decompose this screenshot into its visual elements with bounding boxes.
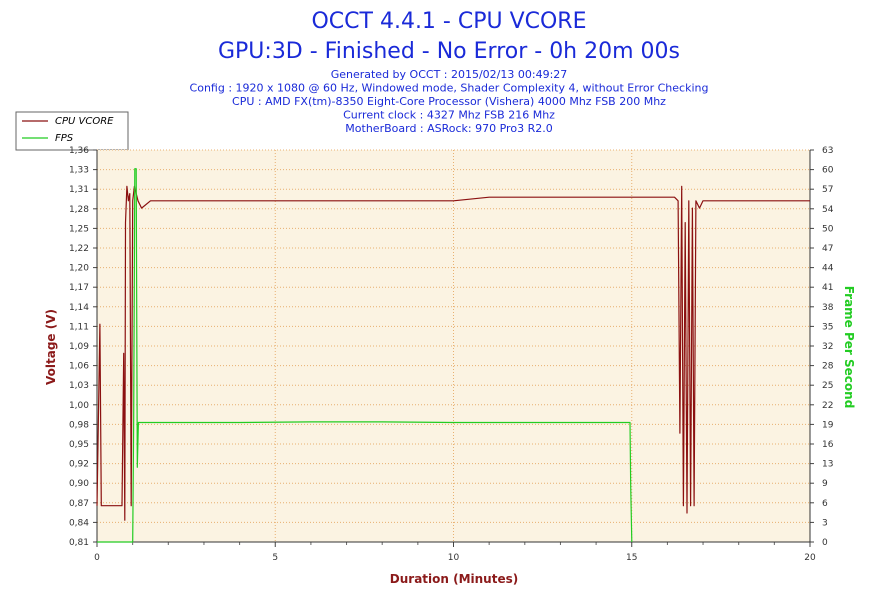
y-tick-label: 1,14 xyxy=(69,303,89,313)
y-tick-label: 1,06 xyxy=(69,362,89,372)
y2-tick-label: 41 xyxy=(822,283,833,293)
y2-tick-label: 9 xyxy=(822,479,828,489)
y2-tick-label: 60 xyxy=(822,166,834,176)
y-tick-label: 0,95 xyxy=(69,440,89,450)
y-tick-label: 1,17 xyxy=(69,283,89,293)
y-tick-label: 1,03 xyxy=(69,381,89,391)
y-tick-label: 0,92 xyxy=(69,460,89,470)
y-tick-label: 1,09 xyxy=(69,342,89,352)
info-line: CPU : AMD FX(tm)-8350 Eight-Core Process… xyxy=(232,95,666,108)
y-tick-label: 1,31 xyxy=(69,185,89,195)
chart-title-line1: OCCT 4.4.1 - CPU VCORE xyxy=(311,9,586,34)
legend-label-fps: FPS xyxy=(55,133,74,144)
y-tick-label: 1,28 xyxy=(69,205,89,215)
y2-tick-label: 16 xyxy=(822,440,834,450)
y-tick-label: 1,36 xyxy=(69,146,89,156)
y2-tick-label: 35 xyxy=(822,322,833,332)
y-tick-label: 0,90 xyxy=(69,479,89,489)
x-tick-label: 0 xyxy=(94,553,100,563)
plot-layer: 0,81 0 0,84 3 0,87 6 0,90 9 0,92 13 0,95 16 0,98 19 1,… xyxy=(69,146,834,563)
info-line: Current clock : 4327 Mhz FSB 216 Mhz xyxy=(343,109,555,122)
y-tick-label: 1,00 xyxy=(69,401,89,411)
y-tick-label: 0,84 xyxy=(69,518,89,528)
legend-label-vcore: CPU VCORE xyxy=(55,116,114,127)
info-line: MotherBoard : ASRock: 970 Pro3 R2.0 xyxy=(345,122,552,135)
y-tick-label: 0,98 xyxy=(69,420,89,430)
info-line: Config : 1920 x 1080 @ 60 Hz, Windowed m… xyxy=(190,82,709,95)
series-line-fps xyxy=(97,168,633,543)
x-tick-label: 15 xyxy=(626,553,637,563)
y-tick-label: 1,25 xyxy=(69,224,89,234)
info-lines: Generated by OCCT : 2015/02/13 00:49:27C… xyxy=(190,68,709,135)
y2-tick-label: 3 xyxy=(822,518,828,528)
x-tick-label: 5 xyxy=(272,553,278,563)
y-tick-label: 1,22 xyxy=(69,244,89,254)
chart-title-line2: GPU:3D - Finished - No Error - 0h 20m 00… xyxy=(218,39,680,64)
y2-axis-title-fps: Frame Per Second xyxy=(842,286,856,409)
legend: CPU VCORE FPS xyxy=(15,111,129,151)
y2-tick-label: 47 xyxy=(822,244,833,254)
y2-tick-label: 22 xyxy=(822,401,833,411)
legend-box xyxy=(15,111,129,151)
y2-tick-label: 6 xyxy=(822,499,828,509)
x-tick-label: 20 xyxy=(804,553,816,563)
y-tick-label: 1,33 xyxy=(69,166,89,176)
y2-tick-label: 25 xyxy=(822,381,833,391)
series-line-vcore xyxy=(96,185,810,521)
y-tick-label: 0,81 xyxy=(69,538,89,548)
x-tick-label: 10 xyxy=(448,553,460,563)
y-tick-label: 1,20 xyxy=(69,264,89,274)
y2-tick-label: 28 xyxy=(822,362,834,372)
y2-tick-label: 0 xyxy=(822,538,828,548)
y2-tick-label: 13 xyxy=(822,460,833,470)
y2-tick-label: 32 xyxy=(822,342,833,352)
y-tick-label: 1,11 xyxy=(69,322,89,332)
y-tick-label: 0,87 xyxy=(69,499,89,509)
y2-tick-label: 50 xyxy=(822,224,834,234)
y2-tick-label: 44 xyxy=(822,264,834,274)
info-line: Generated by OCCT : 2015/02/13 00:49:27 xyxy=(331,68,568,81)
y-axis-title-voltage: Voltage (V) xyxy=(44,309,58,385)
y2-tick-label: 54 xyxy=(822,205,834,215)
y2-tick-label: 57 xyxy=(822,185,833,195)
y2-tick-label: 63 xyxy=(822,146,833,156)
y2-tick-label: 19 xyxy=(822,420,834,430)
y2-tick-label: 38 xyxy=(822,303,834,313)
x-axis-title: Duration (Minutes) xyxy=(390,572,518,586)
